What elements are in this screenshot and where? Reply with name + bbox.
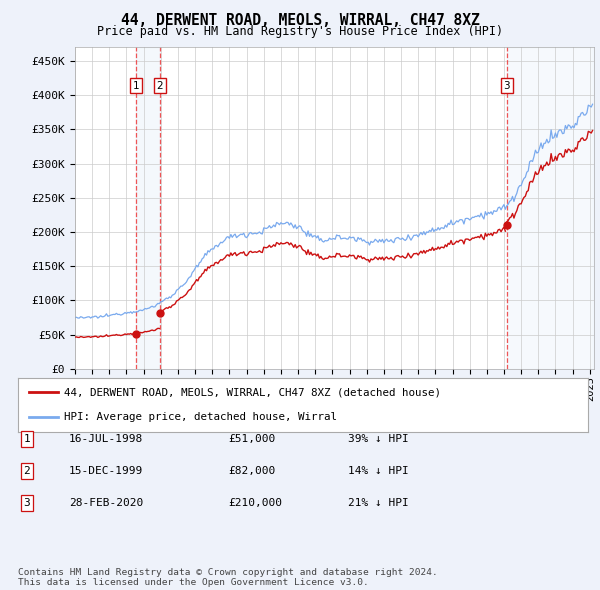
Text: £210,000: £210,000: [228, 498, 282, 507]
Text: 2: 2: [157, 81, 163, 91]
Text: 15-DEC-1999: 15-DEC-1999: [69, 466, 143, 476]
Text: 44, DERWENT ROAD, MEOLS, WIRRAL, CH47 8XZ (detached house): 44, DERWENT ROAD, MEOLS, WIRRAL, CH47 8X…: [64, 387, 440, 397]
Text: Price paid vs. HM Land Registry's House Price Index (HPI): Price paid vs. HM Land Registry's House …: [97, 25, 503, 38]
Text: 14% ↓ HPI: 14% ↓ HPI: [348, 466, 409, 476]
Text: 44, DERWENT ROAD, MEOLS, WIRRAL, CH47 8XZ: 44, DERWENT ROAD, MEOLS, WIRRAL, CH47 8X…: [121, 13, 479, 28]
Text: 21% ↓ HPI: 21% ↓ HPI: [348, 498, 409, 507]
Text: 3: 3: [503, 81, 510, 91]
Text: Contains HM Land Registry data © Crown copyright and database right 2024.
This d: Contains HM Land Registry data © Crown c…: [18, 568, 438, 587]
Bar: [506, 47, 593, 369]
Text: £51,000: £51,000: [228, 434, 275, 444]
Text: £82,000: £82,000: [228, 466, 275, 476]
Text: 16-JUL-1998: 16-JUL-1998: [69, 434, 143, 444]
Text: 3: 3: [23, 498, 31, 507]
Text: 39% ↓ HPI: 39% ↓ HPI: [348, 434, 409, 444]
Text: 1: 1: [23, 434, 31, 444]
Text: 28-FEB-2020: 28-FEB-2020: [69, 498, 143, 507]
Text: HPI: Average price, detached house, Wirral: HPI: Average price, detached house, Wirr…: [64, 412, 337, 422]
Text: 1: 1: [133, 81, 139, 91]
Bar: [136, 47, 160, 369]
Text: 2: 2: [23, 466, 31, 476]
